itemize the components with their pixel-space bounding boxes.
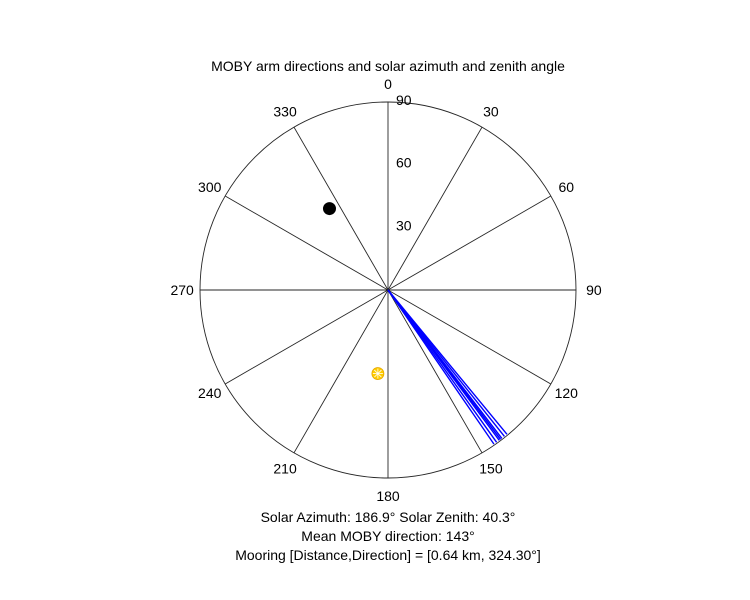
angular-tick-label: 0 xyxy=(384,76,392,92)
angular-tick-label: 180 xyxy=(376,488,400,504)
angular-tick-label: 300 xyxy=(198,179,222,195)
moby-arm-line xyxy=(387,289,495,445)
angular-tick-labels: 0 30 60 90 120 150 180 210 240 270 300 330 xyxy=(170,76,601,504)
angular-tick-label: 150 xyxy=(479,460,503,476)
data-marks xyxy=(322,202,508,445)
caption-mooring: Mooring [Distance,Direction] = [0.64 km,… xyxy=(235,547,541,563)
angular-tick-label: 120 xyxy=(555,385,579,401)
angular-tick-label: 60 xyxy=(558,179,574,195)
caption-solar: Solar Azimuth: 186.9° Solar Zenith: 40.3… xyxy=(261,509,516,525)
mooring-marker xyxy=(322,202,336,216)
angular-tick-label: 30 xyxy=(483,104,499,120)
radial-tick-labels: 30 60 90 xyxy=(396,92,412,233)
caption-moby-direction: Mean MOBY direction: 143° xyxy=(301,528,474,544)
angular-tick-label: 330 xyxy=(273,104,297,120)
radial-tick-label: 90 xyxy=(396,92,412,108)
sun-marker-ray xyxy=(374,369,382,378)
angular-tick-label: 240 xyxy=(198,385,222,401)
angular-tick-label: 210 xyxy=(273,460,297,476)
angular-tick-label: 90 xyxy=(586,282,602,298)
chart-title: MOBY arm directions and solar azimuth an… xyxy=(211,58,565,74)
radial-tick-label: 60 xyxy=(396,155,412,171)
angular-tick-label: 270 xyxy=(170,282,194,298)
radial-tick-label: 30 xyxy=(396,217,412,233)
